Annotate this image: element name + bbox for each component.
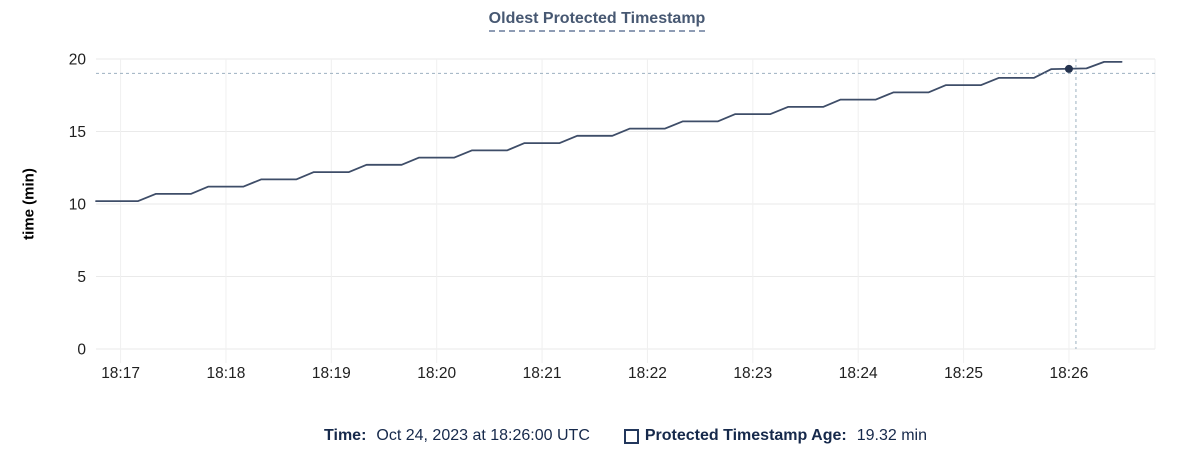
chart-title[interactable]: Oldest Protected Timestamp: [488, 10, 706, 32]
chart-header: Oldest Protected Timestamp: [0, 10, 1194, 32]
x-tick-label: 18:20: [417, 365, 456, 382]
x-tick-label: 18:21: [523, 365, 562, 382]
y-axis-label: time (min): [20, 168, 38, 240]
tooltip-time-item: Time: Oct 24, 2023 at 18:26:00 UTC: [324, 427, 590, 445]
x-tick-label: 18:17: [101, 365, 140, 382]
chart-plot-area[interactable]: 0 5 10 15 20 18:17 18:18 18:19 18:20 18:21 18:22 18…: [0, 0, 1194, 410]
x-tick-label: 18:23: [733, 365, 772, 382]
tooltip-series-item: Protected Timestamp Age: 19.32 min: [623, 427, 927, 445]
y-tick-label: 20: [69, 52, 87, 69]
tooltip-time-value: Oct 24, 2023 at 18:26:00 UTC: [376, 427, 590, 444]
y-tick-label: 15: [69, 124, 86, 141]
x-tick-label: 18:19: [312, 365, 351, 382]
x-tick-label: 18:24: [839, 365, 878, 382]
tooltip-legend: Time: Oct 24, 2023 at 18:26:00 UTC Prote…: [96, 424, 1155, 448]
series-legend-marker-icon[interactable]: [623, 428, 639, 444]
y-tick-label: 0: [77, 342, 86, 359]
tooltip-series-value: 19.32 min: [856, 427, 927, 444]
x-tick-label: 18:25: [944, 365, 983, 382]
x-tick-label: 18:22: [628, 365, 667, 382]
y-tick-label: 5: [77, 269, 86, 286]
x-tick-label: 18:26: [1050, 365, 1089, 382]
highlighted-data-point[interactable]: [1064, 64, 1073, 73]
series-line: [95, 61, 1123, 203]
tooltip-time-label: Time:: [324, 427, 367, 444]
x-tick-label: 18:18: [207, 365, 246, 382]
tooltip-series-label: Protected Timestamp Age:: [644, 427, 847, 444]
y-tick-label: 10: [69, 197, 87, 214]
